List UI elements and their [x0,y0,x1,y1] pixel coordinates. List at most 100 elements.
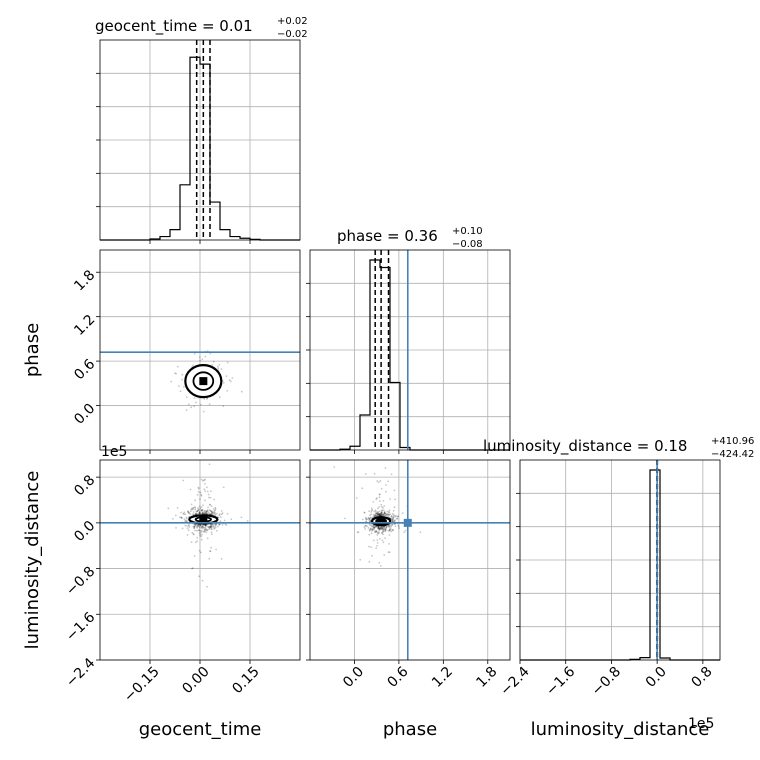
sample-point [385,528,387,531]
sample-point [201,508,204,511]
sample-point [382,507,384,509]
sample-point [226,361,229,364]
sample-point [199,507,202,509]
sample-point [376,511,379,514]
sample-point [391,529,393,531]
sample-point [378,496,381,499]
sample-point [378,513,381,516]
sample-point [382,509,385,512]
sample-point [203,529,206,531]
sample-point [209,527,211,529]
sample-point [373,527,375,530]
sample-point [199,530,201,532]
sample-point [199,498,201,500]
y-tick-label: −0.8 [63,564,98,599]
sample-point [373,529,375,531]
sample-point [379,480,382,482]
sample-point [374,509,377,512]
sample-point [381,526,384,529]
sample-point [195,513,197,516]
sample-point [395,515,397,517]
geocent-time-histogram-panel [96,39,301,244]
sample-point [199,359,202,362]
sample-point [202,479,204,482]
sample-point [204,478,206,481]
sample-point [209,513,211,516]
sample-point [197,509,200,512]
sample-point [377,526,380,528]
sample-point [180,516,183,519]
sample-point [372,513,375,516]
sample-point [200,493,203,496]
sample-point [388,513,391,516]
sample-point [198,508,200,511]
sample-point [211,511,214,514]
sample-point [210,531,213,534]
sample-point [381,527,384,530]
sample-point [384,514,387,516]
sample-point [392,529,394,532]
sample-point [392,518,394,521]
sample-point [394,516,397,518]
sample-point [209,550,212,553]
sample-point [201,358,204,361]
sample-point [183,511,186,514]
sample-point [382,513,385,515]
sample-point [365,518,368,521]
sample-point [363,511,366,514]
sample-point [382,530,385,533]
sample-point [187,511,189,513]
luminosity-distance-minus: −424.42 [711,449,754,460]
sample-point [373,472,376,475]
sample-point [193,525,196,528]
sample-point [199,512,202,515]
sample-point [368,533,371,536]
sample-point [200,526,203,529]
sample-point [378,528,380,530]
sample-point [192,533,195,535]
sample-point [370,507,373,510]
sample-point [379,526,382,529]
sample-point [204,490,207,492]
y-tick-labels: 0.0 0.6 1.2 1.8 −2.4 −1.6 −0.8 0.0 0.8 [63,267,98,690]
x-axis-label-geocent-time: geocent_time [139,719,262,740]
sample-point [203,511,206,514]
sample-point [187,524,190,527]
sample-point [388,526,390,529]
sample-point [201,511,204,514]
sample-point [381,539,384,542]
sample-point [211,511,213,514]
sample-point [191,567,193,570]
sample-point [214,509,217,512]
sample-point [368,518,371,521]
sample-point [231,377,234,379]
sample-point [368,529,371,531]
sample-point [388,511,390,513]
sample-point [197,507,200,510]
sample-point [369,527,372,530]
sample-point [368,519,371,521]
sample-point [367,517,370,520]
sample-point [200,494,203,497]
sample-point [201,526,204,529]
sample-point [385,526,388,528]
sample-point [384,467,387,469]
sample-point [214,511,216,514]
sample-point [214,514,217,517]
sample-point [397,525,400,528]
sample-point [380,512,383,515]
sample-point [208,496,210,499]
sample-point [198,549,201,552]
sample-point [189,510,192,513]
density-peak [199,377,208,386]
sample-point [200,506,203,508]
sample-point [226,513,229,515]
sample-point [208,503,211,506]
sample-point [199,491,202,494]
sample-point [376,480,379,482]
sample-point [364,524,367,527]
sample-point [203,512,206,515]
sample-point [200,509,203,512]
scatter-frame [99,459,301,661]
sample-point [211,513,214,515]
